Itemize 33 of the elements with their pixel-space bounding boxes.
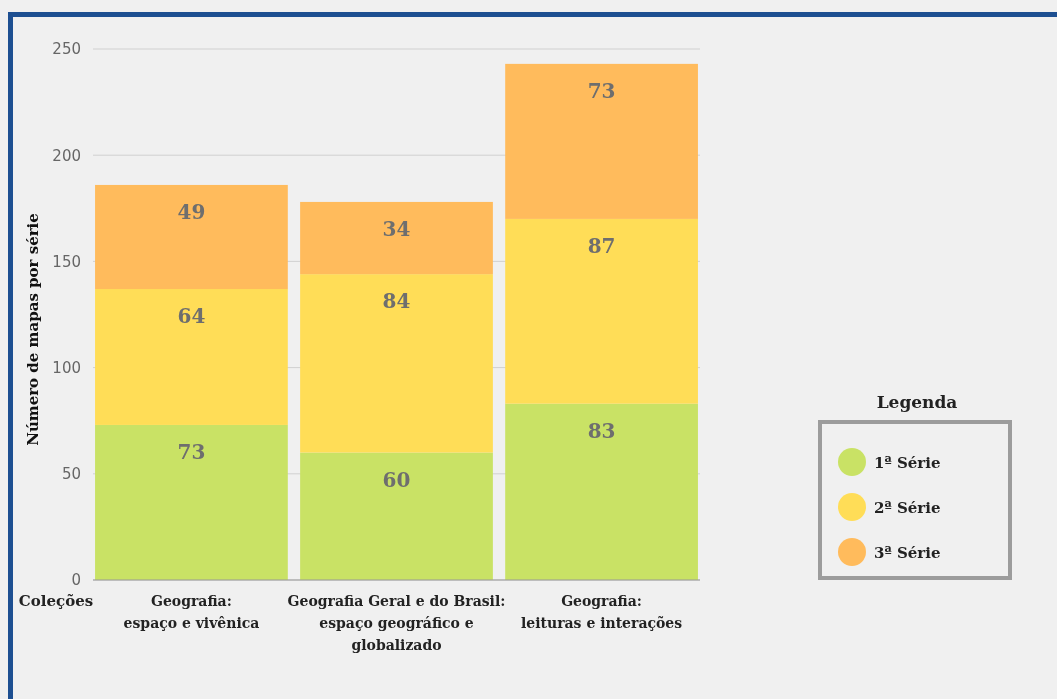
- bar: [505, 218, 698, 404]
- y-tick-label: 100: [52, 358, 81, 377]
- y-axis-title: Número de mapas por série: [24, 213, 42, 446]
- y-tick-label: 200: [52, 146, 81, 165]
- data-label: 49: [177, 199, 206, 224]
- legend-label: 2ª Série: [874, 499, 941, 517]
- data-label: 34: [382, 216, 411, 241]
- y-tick-label: 250: [52, 40, 81, 59]
- legend-label: 3ª Série: [874, 544, 941, 562]
- data-label: 73: [587, 78, 616, 103]
- bar: [505, 63, 698, 219]
- x-axis-title: Coleções: [18, 592, 94, 610]
- bar: [300, 274, 493, 453]
- y-tick-label: 0: [71, 571, 81, 590]
- data-label: 73: [177, 439, 206, 464]
- bar: [95, 289, 288, 425]
- legend-label: 1ª Série: [874, 454, 941, 472]
- bar: [505, 403, 698, 580]
- data-label: 84: [382, 289, 411, 314]
- x-tick-label: Geografia: leituras e interações: [520, 593, 683, 631]
- data-label: 83: [587, 418, 616, 443]
- y-tick-label: 50: [61, 465, 81, 484]
- data-label: 64: [177, 304, 206, 329]
- data-label: 60: [382, 467, 411, 492]
- bar: [95, 184, 288, 290]
- x-tick-label: Geografia Geral e do Brasil: espaço geográfico e globalizado: [287, 593, 506, 653]
- bar: [300, 452, 493, 580]
- y-tick-label: 150: [52, 252, 81, 271]
- x-tick-label: Geografia: espaço e vivênica: [123, 593, 260, 631]
- data-label: 87: [587, 233, 616, 258]
- bar: [95, 424, 288, 580]
- legend-title: Legenda: [876, 392, 958, 412]
- bar: [300, 201, 493, 275]
